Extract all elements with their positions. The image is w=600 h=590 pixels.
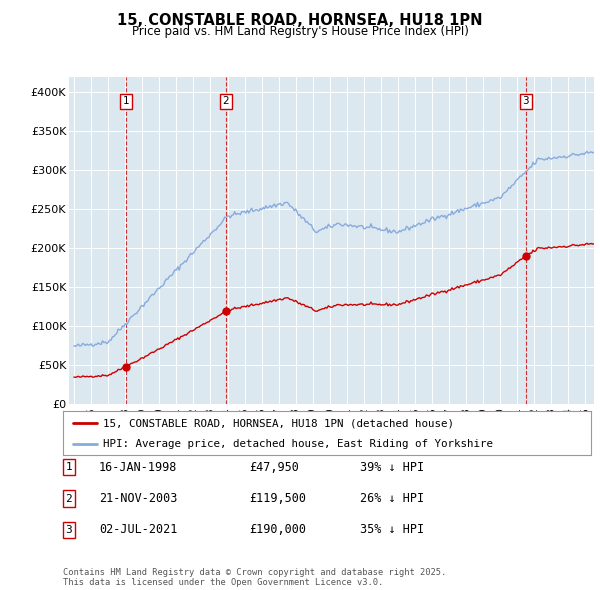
Text: 15, CONSTABLE ROAD, HORNSEA, HU18 1PN: 15, CONSTABLE ROAD, HORNSEA, HU18 1PN (117, 13, 483, 28)
Text: 2: 2 (223, 96, 229, 106)
Text: Contains HM Land Registry data © Crown copyright and database right 2025.
This d: Contains HM Land Registry data © Crown c… (63, 568, 446, 587)
Text: 3: 3 (523, 96, 529, 106)
Text: £119,500: £119,500 (249, 492, 306, 505)
Text: 1: 1 (122, 96, 129, 106)
Text: 2: 2 (65, 494, 73, 503)
Text: Price paid vs. HM Land Registry's House Price Index (HPI): Price paid vs. HM Land Registry's House … (131, 25, 469, 38)
Text: 39% ↓ HPI: 39% ↓ HPI (360, 461, 424, 474)
Text: 21-NOV-2003: 21-NOV-2003 (99, 492, 178, 505)
Text: 26% ↓ HPI: 26% ↓ HPI (360, 492, 424, 505)
Text: 15, CONSTABLE ROAD, HORNSEA, HU18 1PN (detached house): 15, CONSTABLE ROAD, HORNSEA, HU18 1PN (d… (103, 418, 454, 428)
Text: £190,000: £190,000 (249, 523, 306, 536)
Text: HPI: Average price, detached house, East Riding of Yorkshire: HPI: Average price, detached house, East… (103, 438, 493, 448)
Text: 35% ↓ HPI: 35% ↓ HPI (360, 523, 424, 536)
Text: 3: 3 (65, 525, 73, 535)
Text: £47,950: £47,950 (249, 461, 299, 474)
Text: 02-JUL-2021: 02-JUL-2021 (99, 523, 178, 536)
Text: 16-JAN-1998: 16-JAN-1998 (99, 461, 178, 474)
Text: 1: 1 (65, 463, 73, 472)
